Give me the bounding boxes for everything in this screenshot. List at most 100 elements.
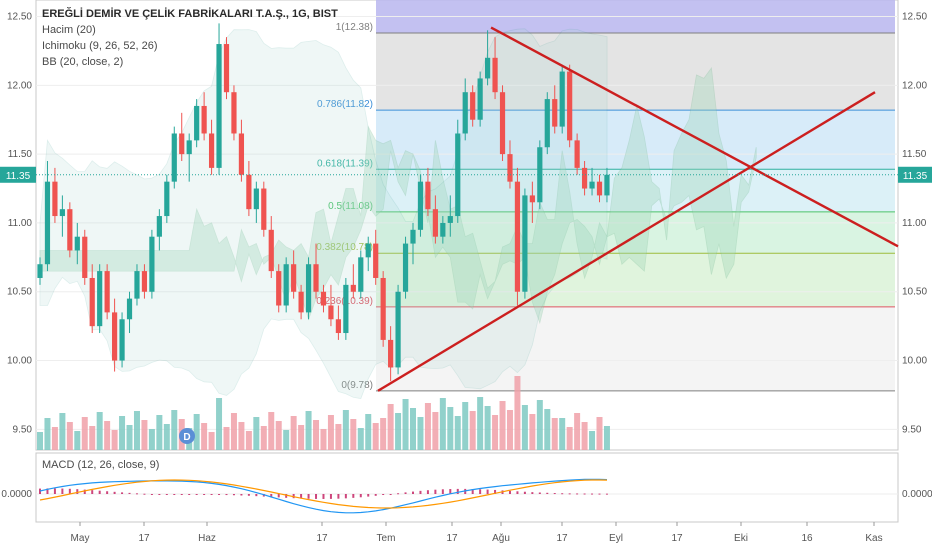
volume-bar: [529, 414, 536, 450]
fib-zone: [376, 211, 895, 254]
candle-body: [522, 195, 528, 292]
candle: [559, 64, 565, 134]
macd-hist-bar: [46, 488, 49, 494]
candle-body: [89, 277, 95, 327]
candle-body: [447, 216, 453, 223]
candle: [499, 85, 506, 162]
macd-hist-bar: [285, 494, 288, 498]
fib-level-label: 0.786(11.82): [317, 99, 373, 110]
volume-bar: [327, 415, 334, 450]
y-tick-label-right: 11.00: [902, 218, 927, 229]
volume-bar: [566, 427, 573, 450]
volume-bar: [44, 418, 51, 450]
x-tick-label: Tem: [377, 533, 396, 544]
y-tick-label-right: 12.50: [902, 12, 927, 23]
candle-body: [567, 71, 573, 141]
candle: [552, 85, 558, 134]
volume-bar: [559, 418, 566, 450]
macd-hist-bar: [53, 488, 56, 494]
fib-level-label: 0.5(11.08): [328, 201, 373, 212]
candle: [522, 188, 528, 299]
macd-hist-bar: [240, 494, 243, 496]
x-tick-label: 17: [556, 533, 568, 544]
volume-bar: [268, 412, 275, 450]
candle-body: [477, 78, 483, 120]
candle: [52, 167, 58, 223]
candle-body: [350, 284, 356, 292]
price-badge-left-label: 11.35: [6, 171, 31, 182]
volume-bar: [477, 397, 484, 450]
candle-body: [365, 243, 371, 258]
macd-hist-bar: [188, 494, 191, 495]
volume-bar: [402, 399, 409, 450]
candle-body: [216, 44, 222, 168]
volume-bar: [89, 426, 96, 450]
volume-bar: [104, 421, 111, 450]
macd-hist-bar: [359, 494, 362, 498]
candle: [283, 257, 289, 313]
volume-bar: [51, 427, 58, 450]
candle-body: [134, 271, 140, 299]
candle-body: [97, 271, 103, 327]
candle-body: [492, 57, 498, 93]
macd-hist-bar: [456, 488, 459, 494]
macd-hist-bar: [76, 489, 79, 494]
macd-hist-bar: [329, 494, 332, 499]
candle: [223, 37, 230, 100]
candle-body: [335, 319, 341, 334]
macd-hist-bar: [426, 490, 429, 494]
candle: [208, 119, 215, 175]
candle: [126, 291, 133, 334]
macd-hist-bar: [553, 493, 556, 495]
x-tick-label: 17: [671, 533, 683, 544]
volume-bar: [133, 411, 140, 450]
volume-bar: [417, 417, 424, 450]
macd-hist-bar: [113, 491, 116, 494]
volume-bar: [603, 426, 610, 450]
candle-body: [171, 133, 177, 182]
macd-hist-bar: [508, 490, 511, 494]
candle-body: [44, 181, 51, 265]
candle: [186, 133, 192, 182]
candle: [149, 229, 155, 299]
volume-bar: [432, 412, 439, 450]
volume-bar: [81, 417, 88, 450]
candle-body: [574, 140, 580, 168]
volume-bar: [253, 417, 260, 450]
volume-bar: [499, 401, 506, 450]
macd-hist-bar: [68, 488, 71, 494]
macd-hist-bar: [516, 491, 519, 494]
y-tick-label-right: 11.50: [902, 149, 927, 160]
candle-body: [388, 339, 394, 368]
candle: [529, 181, 535, 223]
volume-bar: [245, 431, 252, 450]
macd-hist-bar: [583, 493, 586, 495]
candle-body: [126, 298, 133, 320]
candle-body: [507, 154, 513, 182]
volume-bar: [238, 422, 245, 450]
fib-zone: [376, 110, 895, 170]
x-tick-label: 17: [446, 533, 458, 544]
macd-hist-bar: [412, 491, 414, 494]
candle: [238, 119, 245, 182]
volume-bar: [521, 405, 528, 450]
macd-hist-bar: [135, 493, 138, 495]
candle-body: [529, 195, 535, 203]
macd-hist-bar: [255, 494, 258, 497]
volume-bar: [230, 413, 237, 450]
candle: [492, 37, 498, 100]
volume-bar: [275, 421, 282, 450]
macd-hist-bar: [225, 494, 228, 496]
volume-bar: [357, 428, 364, 450]
y-tick-label-left: 9.50: [13, 424, 33, 435]
bollinger-indicator-label: BB (20, close, 2): [42, 56, 124, 68]
candle: [358, 250, 364, 299]
volume-bar: [171, 410, 178, 450]
candle-body: [432, 209, 438, 237]
ichimoku-indicator-label: Ichimoku (9, 26, 52, 26): [42, 40, 158, 52]
macd-hist-bar: [195, 494, 198, 495]
volume-bar: [462, 402, 469, 450]
macd-hist-bar: [479, 489, 482, 494]
